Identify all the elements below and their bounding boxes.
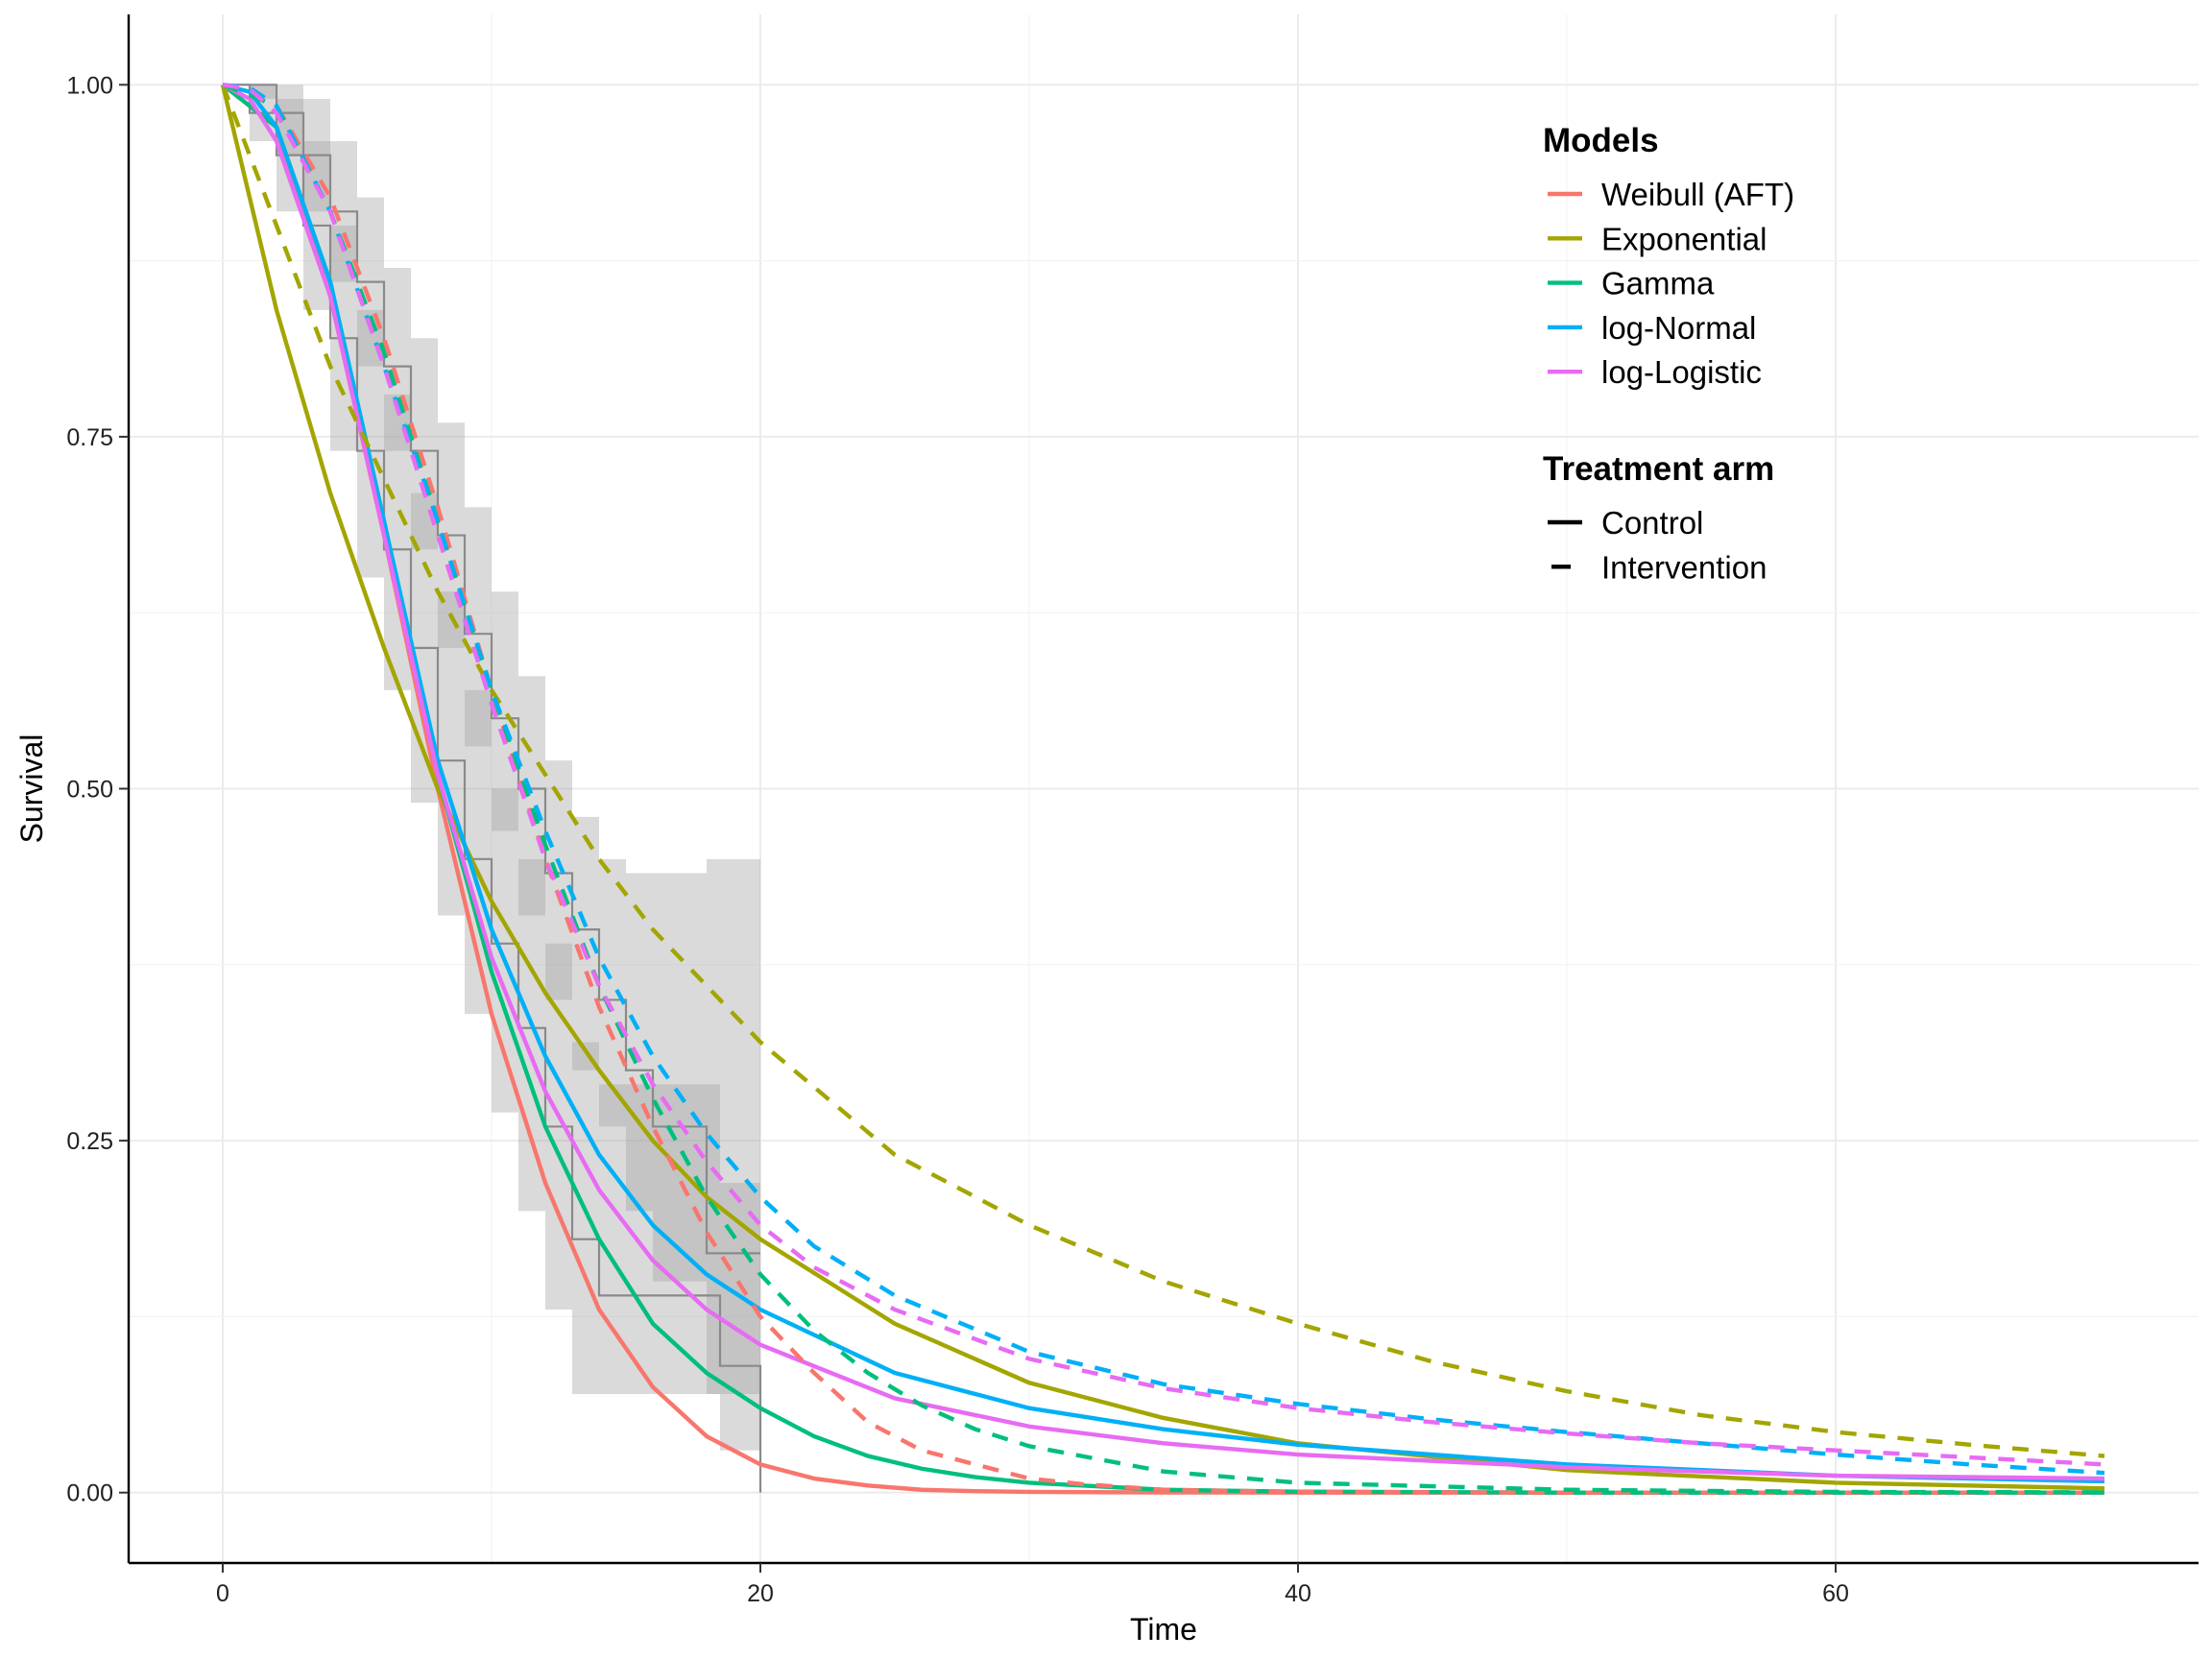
curve-gamma-intervention [222,83,2105,1495]
grid [129,14,2199,1563]
y-tick-label: 0.00 [66,1480,113,1507]
legend: Models Weibull (AFT) Exponential Gamma log-… [1543,122,1794,585]
km-intervention-step-line [223,84,760,1255]
y-tick-label: 0.50 [66,777,113,804]
legend-label-model: log-Normal [1601,310,1756,346]
legend-arms: Control Intervention [1548,505,1767,585]
legend-label-model: Weibull (AFT) [1601,177,1794,212]
x-tick-label: 0 [216,1580,229,1607]
y-tick-label: 0.75 [66,424,113,451]
y-tick-label: 1.00 [66,72,113,99]
axes [119,14,2199,1573]
tick-labels: 0 20 40 60 0.00 0.25 0.50 0.75 1.00 [66,72,1849,1607]
legend-label-arm: Intervention [1601,549,1767,585]
legend-label-model: log-Logistic [1601,354,1762,390]
legend-models: Weibull (AFT) Exponential Gamma log-Normal l… [1548,177,1794,390]
model-curves [220,83,2105,1495]
x-axis-title: Time [1130,1612,1197,1647]
curve-log-normal-control [222,83,2105,1484]
legend-label-model: Gamma [1601,266,1715,301]
y-axis-title: Survival [14,734,49,844]
legend-models-title: Models [1543,122,1659,159]
curve-weibull-aft-intervention [222,83,2104,1495]
x-tick-label: 20 [747,1580,774,1607]
y-tick-label: 0.25 [66,1128,113,1155]
legend-label-arm: Control [1601,505,1703,541]
x-tick-label: 60 [1822,1580,1849,1607]
legend-arm-title: Treatment arm [1543,450,1774,488]
curve-log-logistic-intervention [222,83,2105,1467]
legend-label-model: Exponential [1601,221,1767,256]
x-tick-label: 40 [1285,1580,1311,1607]
curve-exponential-intervention [220,84,2105,1458]
curve-log-logistic-control [221,83,2105,1481]
